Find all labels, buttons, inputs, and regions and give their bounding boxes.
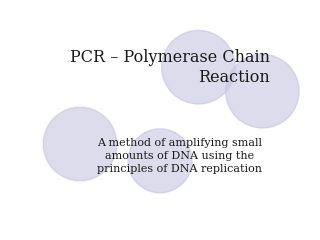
Text: A method of amplifying small
amounts of DNA using the
principles of DNA replicat: A method of amplifying small amounts of …	[97, 138, 262, 174]
Ellipse shape	[128, 129, 192, 193]
Ellipse shape	[43, 107, 117, 181]
Ellipse shape	[162, 30, 235, 104]
Text: PCR – Polymerase Chain
Reaction: PCR – Polymerase Chain Reaction	[70, 48, 270, 86]
Ellipse shape	[226, 54, 299, 128]
